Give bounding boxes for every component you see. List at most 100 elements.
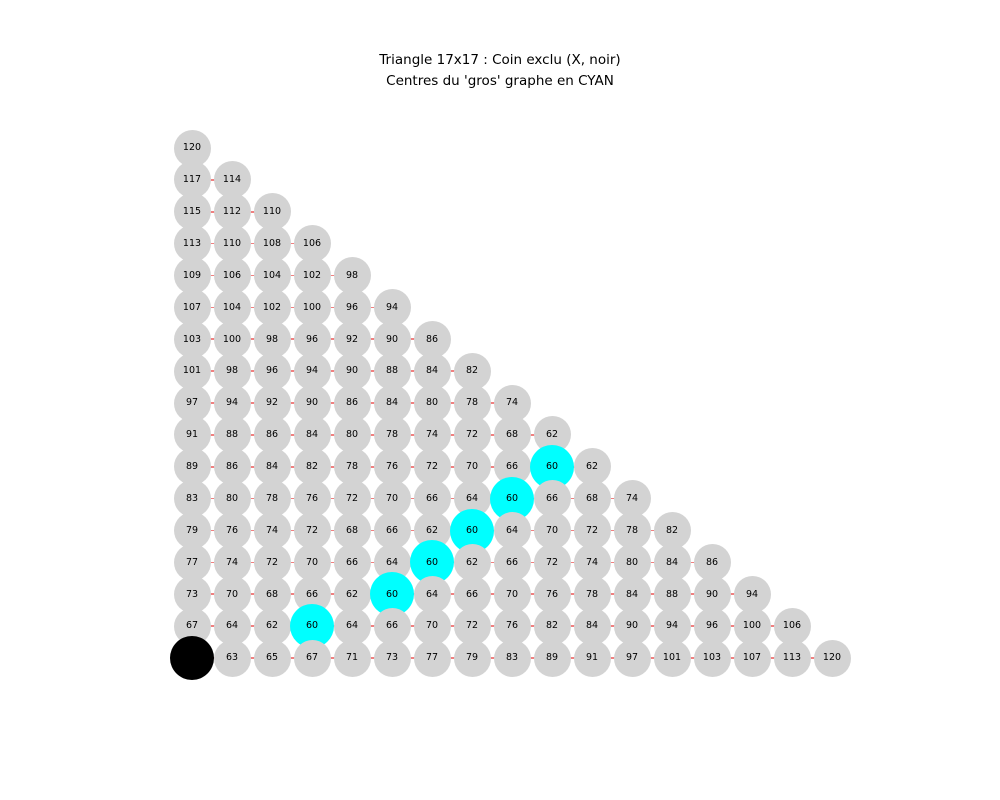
chart-title-line2: Centres du 'gros' graphe en CYAN (386, 73, 614, 89)
node-value-label: 72 (305, 524, 319, 536)
graph-node: 101 (653, 639, 691, 677)
node-value-label: 66 (305, 588, 319, 600)
graph-edge (352, 657, 392, 659)
node-value-label: 70 (505, 588, 519, 600)
node-value-label: 70 (465, 461, 479, 472)
graph-edge (272, 434, 312, 436)
graph-edge (472, 561, 512, 564)
graph-edge (712, 625, 752, 627)
graph-node: 103 (693, 639, 731, 677)
graph-edge (192, 593, 232, 596)
graph-node: 84 (293, 416, 331, 454)
node-value-label: 106 (222, 269, 242, 281)
graph-edge (672, 561, 712, 564)
node-value-label: 79 (185, 524, 199, 536)
node-value-label: 97 (185, 397, 199, 409)
graph-edge (632, 529, 672, 532)
graph-edge (552, 657, 592, 659)
graph-node: 64 (213, 607, 251, 645)
graph-edge (352, 306, 392, 309)
graph-node: 72 (253, 543, 291, 581)
graph-edge (432, 625, 472, 627)
node-value-label: 110 (262, 206, 282, 217)
graph-node: 89 (173, 448, 211, 486)
graph-node: 90 (293, 384, 331, 422)
node-value-label: 100 (222, 333, 242, 345)
node-value-label: 86 (345, 397, 359, 409)
graph-edge (312, 529, 352, 532)
node-value-label: 65 (265, 652, 279, 664)
graph-node: 70 (453, 448, 491, 486)
graph-node: 76 (213, 512, 251, 549)
node-value-label: 70 (225, 588, 239, 600)
graph-edge (352, 370, 392, 372)
graph-node: 78 (373, 416, 411, 454)
node-value-label: 83 (185, 492, 199, 504)
graph-node: 66 (453, 575, 491, 613)
node-value-label: 102 (262, 301, 282, 313)
graph-edge (392, 529, 432, 532)
graph-node: 108 (253, 225, 291, 263)
graph-edge (432, 657, 472, 659)
graph-node: 96 (293, 320, 331, 358)
graph-node: 106 (213, 257, 251, 294)
graph-node: 76 (533, 575, 571, 613)
graph-node: 86 (333, 384, 371, 422)
graph-node: 88 (653, 575, 691, 613)
node-value-label: 62 (585, 461, 599, 472)
node-value-label: 89 (545, 652, 559, 664)
graph-node: 74 (573, 543, 611, 581)
graph-node: 84 (253, 448, 291, 486)
node-value-label: 96 (265, 365, 279, 377)
graph-edge (392, 434, 432, 436)
node-value-label: 88 (225, 429, 239, 441)
graph-node: 82 (653, 512, 691, 549)
node-value-label: 66 (385, 620, 399, 632)
graph-node: 83 (173, 480, 211, 518)
node-value-label: 76 (305, 492, 319, 504)
node-value-label: 115 (182, 206, 202, 217)
graph-edge (552, 593, 592, 596)
graph-edge (272, 242, 312, 245)
graph-node: 70 (533, 512, 571, 549)
graph-node: 68 (493, 416, 531, 454)
node-value-label: 74 (505, 397, 519, 409)
graph-node: 77 (413, 639, 451, 677)
node-value-label: 90 (625, 620, 639, 632)
graph-edge (552, 625, 592, 627)
graph-edge (192, 338, 232, 341)
graph-node: 109 (173, 257, 211, 294)
node-value-label: 108 (262, 237, 282, 249)
node-value-label: 66 (505, 556, 519, 568)
node-value-label: 94 (665, 620, 679, 632)
node-value-label: 86 (265, 429, 279, 441)
node-value-label: 91 (585, 652, 599, 664)
graph-node: 70 (213, 575, 251, 613)
graph-edge (592, 529, 632, 532)
graph-node: 94 (293, 352, 331, 390)
node-value-label: 62 (345, 588, 359, 600)
node-value-label: 110 (222, 237, 242, 249)
graph-edge (232, 338, 272, 341)
node-value-label: 76 (545, 588, 559, 600)
graph-edge (752, 657, 792, 659)
graph-node: 66 (333, 543, 371, 581)
node-value-label: 68 (505, 429, 519, 441)
graph-edge (392, 497, 432, 500)
graph-node: 74 (613, 480, 651, 518)
graph-node: 115 (173, 193, 211, 231)
graph-node: 92 (333, 320, 371, 358)
node-value-label: 86 (425, 333, 439, 345)
node-value-label: 78 (585, 588, 599, 600)
graph-edge (312, 561, 352, 564)
node-value-label: 74 (425, 429, 439, 441)
graph-edge (312, 657, 352, 659)
graph-edge (392, 370, 432, 372)
graph-edge (192, 179, 232, 181)
node-value-label: 101 (182, 365, 202, 377)
node-value-label: 74 (265, 524, 279, 536)
graph-edge (232, 210, 272, 213)
node-value-label: 103 (702, 652, 722, 664)
node-value-label: 76 (225, 524, 239, 536)
graph-node: 91 (173, 416, 211, 454)
